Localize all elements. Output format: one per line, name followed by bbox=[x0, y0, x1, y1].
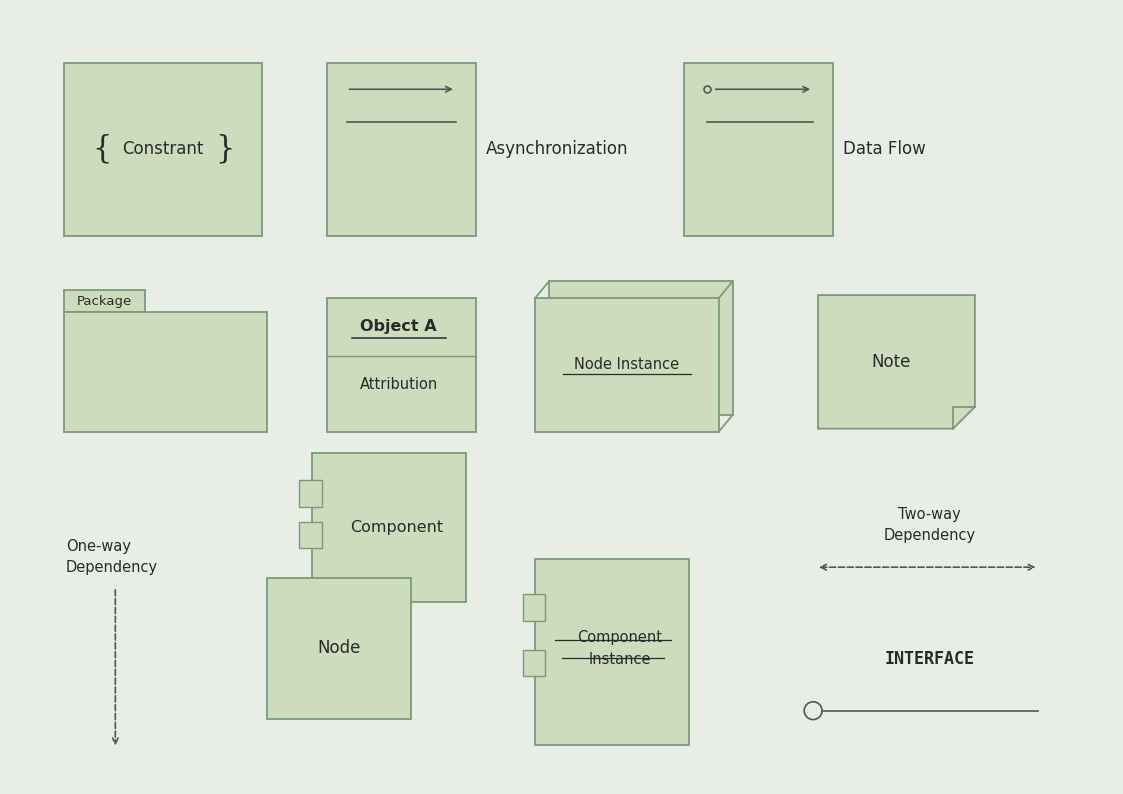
Polygon shape bbox=[818, 295, 975, 429]
Bar bbox=[536, 559, 690, 746]
Text: }: } bbox=[214, 133, 235, 164]
Text: Component: Component bbox=[350, 520, 444, 535]
Text: Node Instance: Node Instance bbox=[575, 357, 679, 372]
Bar bbox=[64, 312, 267, 432]
Text: INTERFACE: INTERFACE bbox=[884, 650, 975, 669]
Bar bbox=[267, 578, 411, 719]
Bar bbox=[522, 649, 546, 676]
Bar bbox=[64, 290, 145, 312]
Text: Asynchronization: Asynchronization bbox=[485, 140, 628, 158]
Text: Attribution: Attribution bbox=[359, 376, 438, 391]
Text: One-way
Dependency: One-way Dependency bbox=[66, 539, 158, 576]
Text: Constrant: Constrant bbox=[122, 140, 203, 158]
Bar bbox=[327, 298, 476, 432]
Text: Note: Note bbox=[871, 353, 911, 371]
Text: {: { bbox=[92, 133, 111, 164]
Text: Package: Package bbox=[76, 295, 133, 307]
Bar bbox=[327, 63, 476, 236]
Bar bbox=[684, 63, 833, 236]
Text: Node: Node bbox=[318, 639, 360, 657]
Bar bbox=[300, 522, 322, 549]
Bar bbox=[64, 63, 263, 236]
Text: Two-way
Dependency: Two-way Dependency bbox=[883, 507, 975, 542]
Bar bbox=[522, 594, 546, 621]
Text: Object A: Object A bbox=[360, 319, 437, 334]
Bar bbox=[536, 298, 719, 432]
Text: Component
Instance: Component Instance bbox=[577, 630, 663, 667]
Bar bbox=[312, 453, 466, 602]
Bar bbox=[549, 281, 732, 414]
Bar bbox=[300, 480, 322, 507]
Text: Data Flow: Data Flow bbox=[843, 140, 925, 158]
